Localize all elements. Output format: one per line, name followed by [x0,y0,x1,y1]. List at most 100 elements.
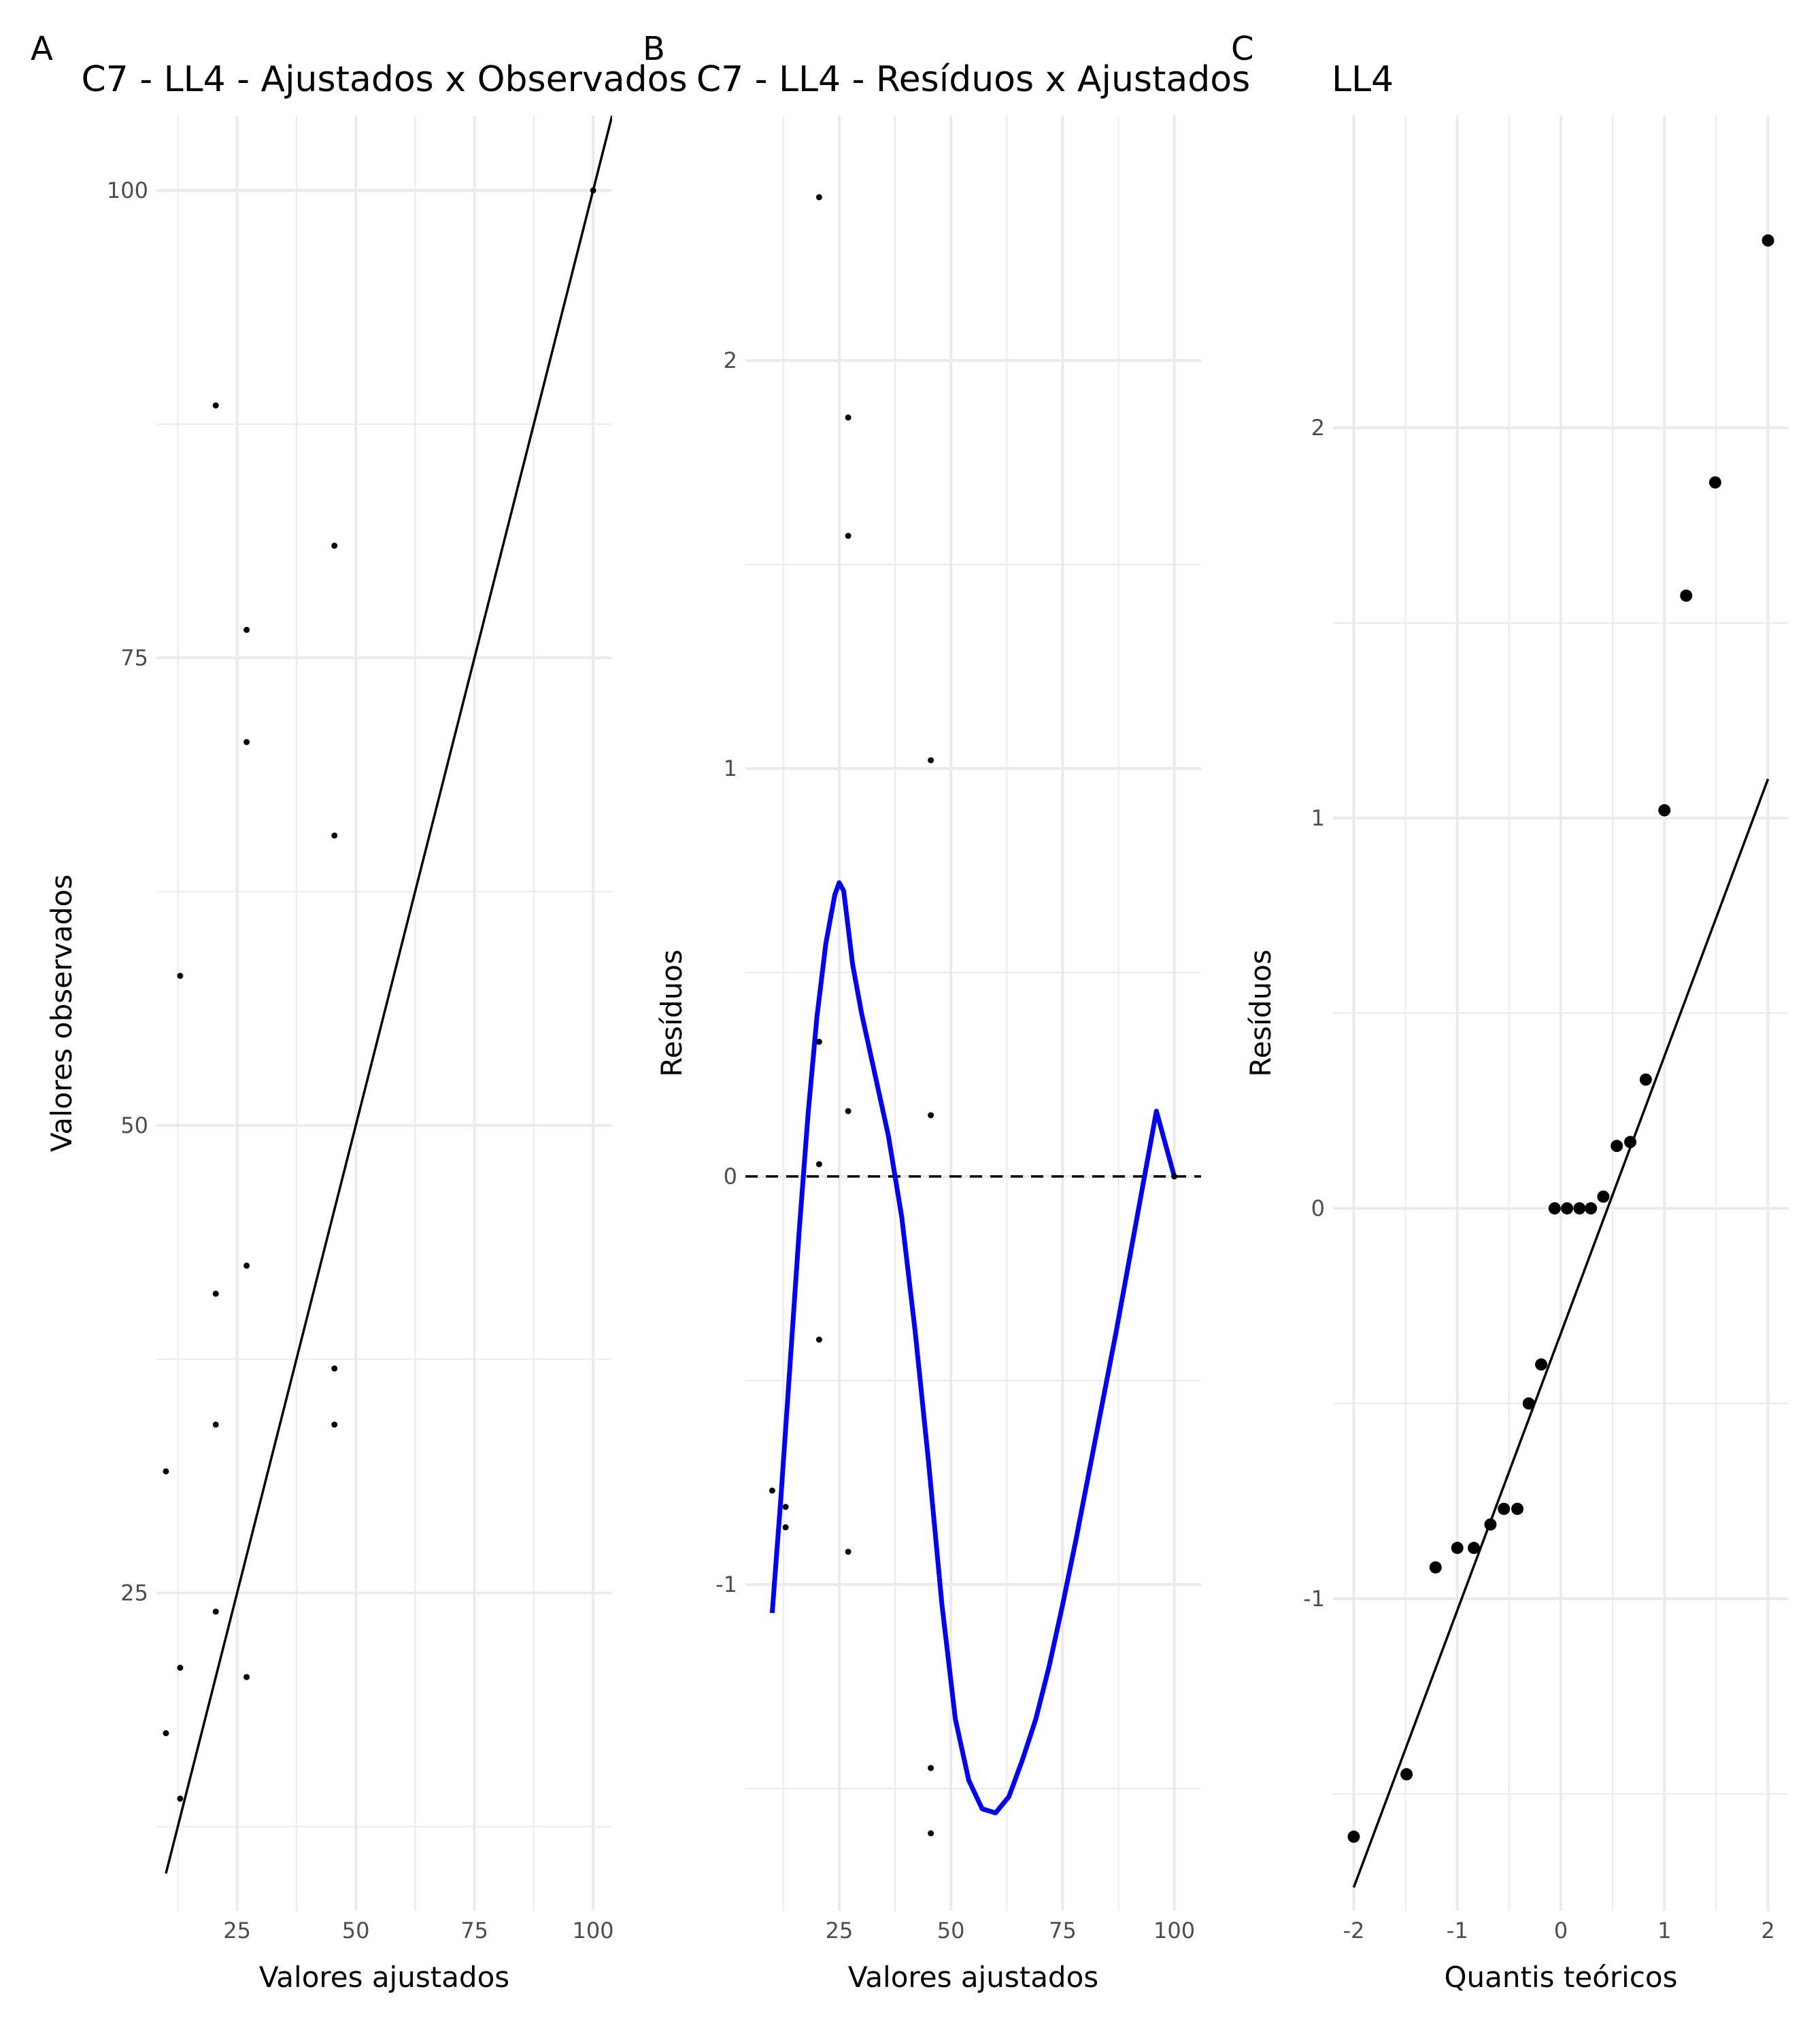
data-point [1511,1502,1524,1515]
data-point [1624,1136,1637,1149]
panel-title: C7 - LL4 - Ajustados x Observados [81,59,687,100]
y-tick-label: 100 [107,177,148,203]
data-point [1498,1502,1511,1515]
data-point [1468,1542,1481,1555]
data-point [331,832,338,839]
x-tick-label: -1 [1447,1918,1468,1943]
panel-title: C7 - LL4 - Resíduos x Ajustados [696,59,1250,100]
data-point [1561,1202,1574,1215]
x-axis-label: Valores ajustados [848,1960,1098,1994]
data-point [815,1336,822,1343]
reference-line [1352,779,1770,1888]
data-point [331,1421,338,1428]
y-axis-label: Resíduos [1244,949,1277,1077]
y-tick-label: 0 [1311,1195,1325,1221]
panel-a: 25 50 75 100 25 50 75 100 Valores ajustados Valor… [31,30,688,1994]
y-axis-label: Resíduos [655,949,688,1077]
panel-tag: C [1231,30,1254,68]
x-tick-label: 2 [1761,1918,1774,1943]
plot-area [745,194,1201,1837]
data-point [845,414,852,421]
data-point [1597,1190,1610,1203]
data-point [1484,1518,1497,1531]
data-point [590,187,596,194]
data-point [1522,1397,1535,1410]
y-tick-label: -1 [1303,1586,1325,1612]
data-point [928,757,934,764]
x-axis-label: Quantis teóricos [1444,1960,1677,1994]
panel-c: -2 -1 0 1 2 -1 0 1 2 Quantis teóricos Resíduos LL4 C [1231,30,1789,1994]
data-point [769,1487,775,1494]
data-point [243,1674,250,1680]
x-tick-label: 100 [573,1918,614,1943]
x-tick-label: 50 [937,1918,965,1943]
y-axis-label: Valores observados [45,874,78,1152]
data-point [845,1108,852,1115]
data-point [1639,1073,1652,1086]
data-point [212,1421,219,1428]
panel-tag: A [31,30,53,68]
data-point [1573,1202,1586,1215]
data-point [163,1468,169,1475]
y-tick-label: 75 [120,645,148,671]
data-point [243,626,250,633]
data-point [1585,1202,1598,1215]
data-point [1535,1358,1548,1371]
panel-tag: B [643,30,665,68]
data-point [163,1730,169,1737]
smooth-curve [769,880,1177,1816]
y-tick-label: 2 [1311,415,1325,441]
data-point [1548,1202,1561,1215]
data-point [243,738,250,745]
x-tick-label: 50 [342,1918,370,1943]
data-point [845,1548,852,1555]
data-point [1611,1140,1623,1153]
data-point [815,194,822,201]
data-point [1708,476,1721,489]
data-point [1451,1542,1464,1555]
x-tick-label: -2 [1343,1918,1365,1943]
x-tick-label: 1 [1657,1918,1671,1943]
x-tick-label: 75 [1049,1918,1077,1943]
data-point [928,1112,934,1119]
data-point [1680,589,1693,602]
x-tick-label: 75 [460,1918,488,1943]
data-point [1658,804,1671,817]
data-point [1347,1830,1360,1843]
plot-area [1347,234,1774,1888]
data-point [177,972,184,979]
x-tick-label: 25 [826,1918,854,1943]
data-point [782,1504,789,1510]
data-point [782,1524,789,1531]
panel-b: 25 50 75 100 -1 0 1 2 Valores ajustados Resíduos C… [643,30,1250,1994]
data-point [928,1765,934,1771]
x-tick-label: 0 [1554,1918,1568,1943]
data-point [845,532,852,539]
y-tick-label: 50 [120,1113,148,1138]
x-axis-label: Valores ajustados [259,1960,509,1994]
data-point [1400,1768,1413,1781]
data-point [177,1665,184,1671]
data-point [331,543,338,549]
y-tick-label: 25 [120,1580,148,1606]
panel-title: LL4 [1332,59,1394,100]
y-tick-label: 0 [724,1164,737,1189]
data-point [177,1795,184,1802]
y-tick-label: 2 [724,347,737,373]
x-tick-label: 25 [223,1918,251,1943]
data-point [243,1262,250,1269]
y-tick-label: -1 [715,1572,737,1597]
y-tick-label: 1 [1311,805,1325,831]
x-tick-label: 100 [1153,1918,1195,1943]
data-point [212,1291,219,1297]
data-point [815,1038,822,1045]
data-point [928,1830,934,1837]
data-point [331,1365,338,1372]
data-point [212,1608,219,1615]
data-point [1429,1561,1442,1574]
plot-area [163,116,612,1874]
y-tick-label: 1 [724,755,737,781]
data-point [212,402,219,409]
data-point [1171,1173,1178,1180]
